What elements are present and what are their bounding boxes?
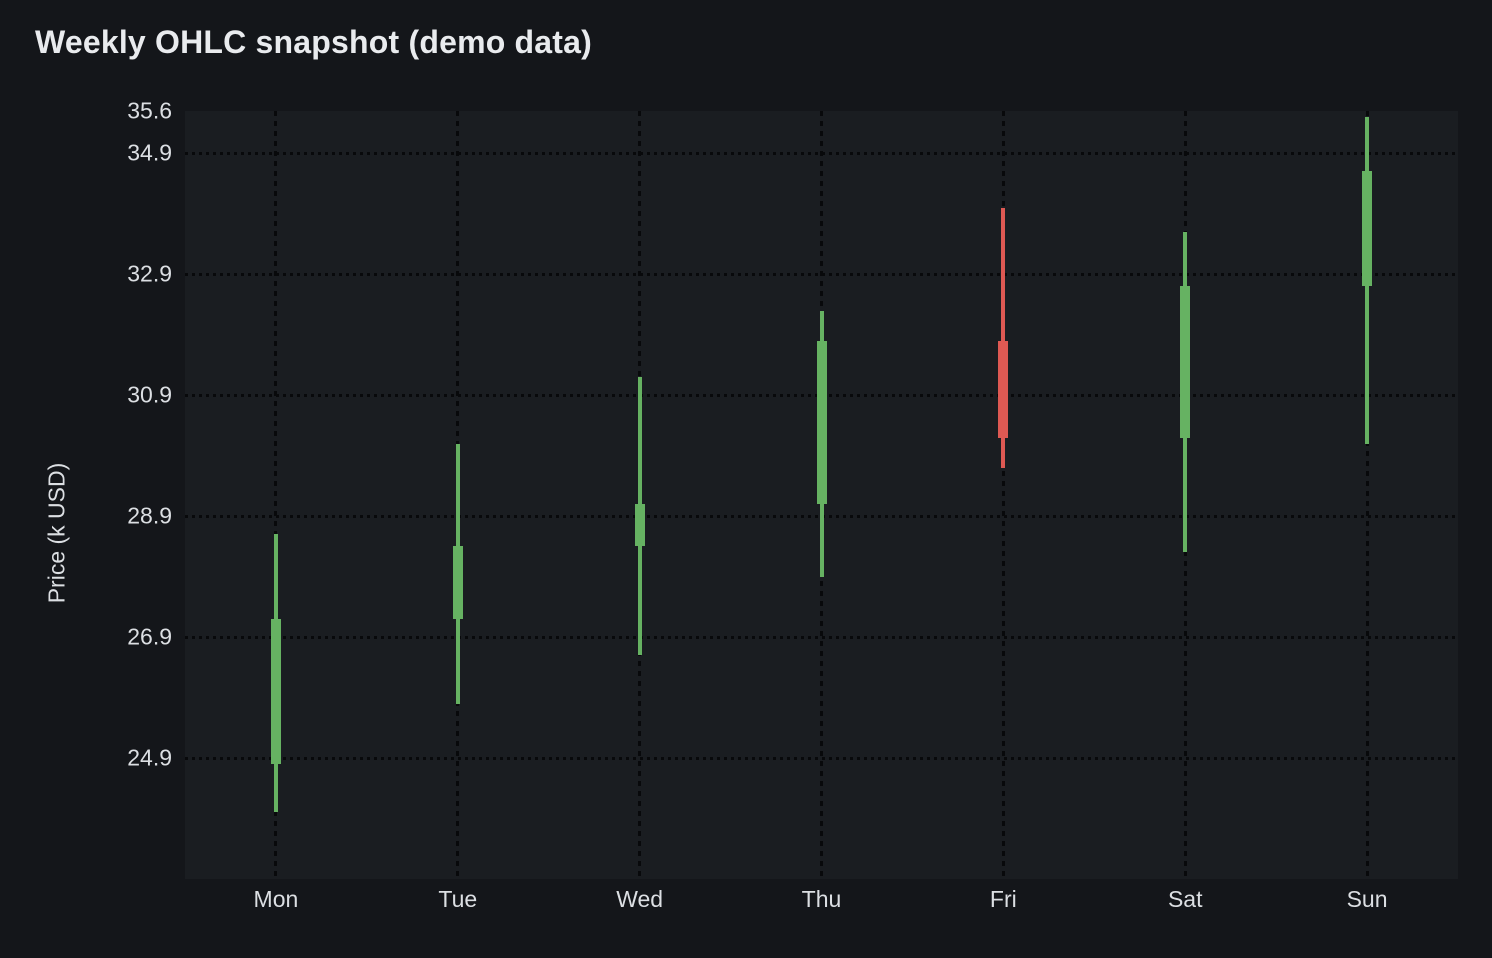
x-tick-label: Sat [1167,886,1203,912]
gridline-horizontal [185,635,1458,639]
y-tick-label: 30.9 [127,381,172,408]
candle-sat-body [1180,286,1191,438]
y-tick-label: 34.9 [127,139,172,166]
candle-sun-body [1362,171,1373,287]
candle-fri-wick [1001,207,1006,468]
candle-wed-body [634,504,645,547]
y-tick-label: 35.6 [127,97,172,124]
candle-mon-body [270,618,281,765]
y-tick-label: 24.9 [127,744,172,771]
x-tick-label: Wed [616,886,664,912]
y-tick-label: 26.9 [127,623,172,650]
x-tick-label: Sun [1346,886,1388,912]
gridline-vertical [1365,111,1369,879]
candle-fri-body [998,340,1009,438]
gridline-vertical [274,111,278,879]
candle-thu-body [816,340,827,505]
y-axis-title: Price (k USD) [43,462,70,604]
candle-tue-body [452,546,463,619]
gridline-horizontal [185,151,1458,155]
x-tick-label: Mon [253,886,299,912]
plot-area [185,111,1458,879]
gridline-horizontal [185,756,1458,760]
chart-title: Weekly OHLC snapshot (demo data) [35,24,593,60]
y-tick-label: 32.9 [127,260,172,287]
x-tick-label: Tue [438,886,478,912]
y-tick-label: 28.9 [127,502,172,529]
gridline-vertical [1001,111,1005,879]
gridline-horizontal [185,272,1458,276]
x-tick-label: Fri [989,886,1017,912]
x-tick-label: Thu [801,886,842,912]
